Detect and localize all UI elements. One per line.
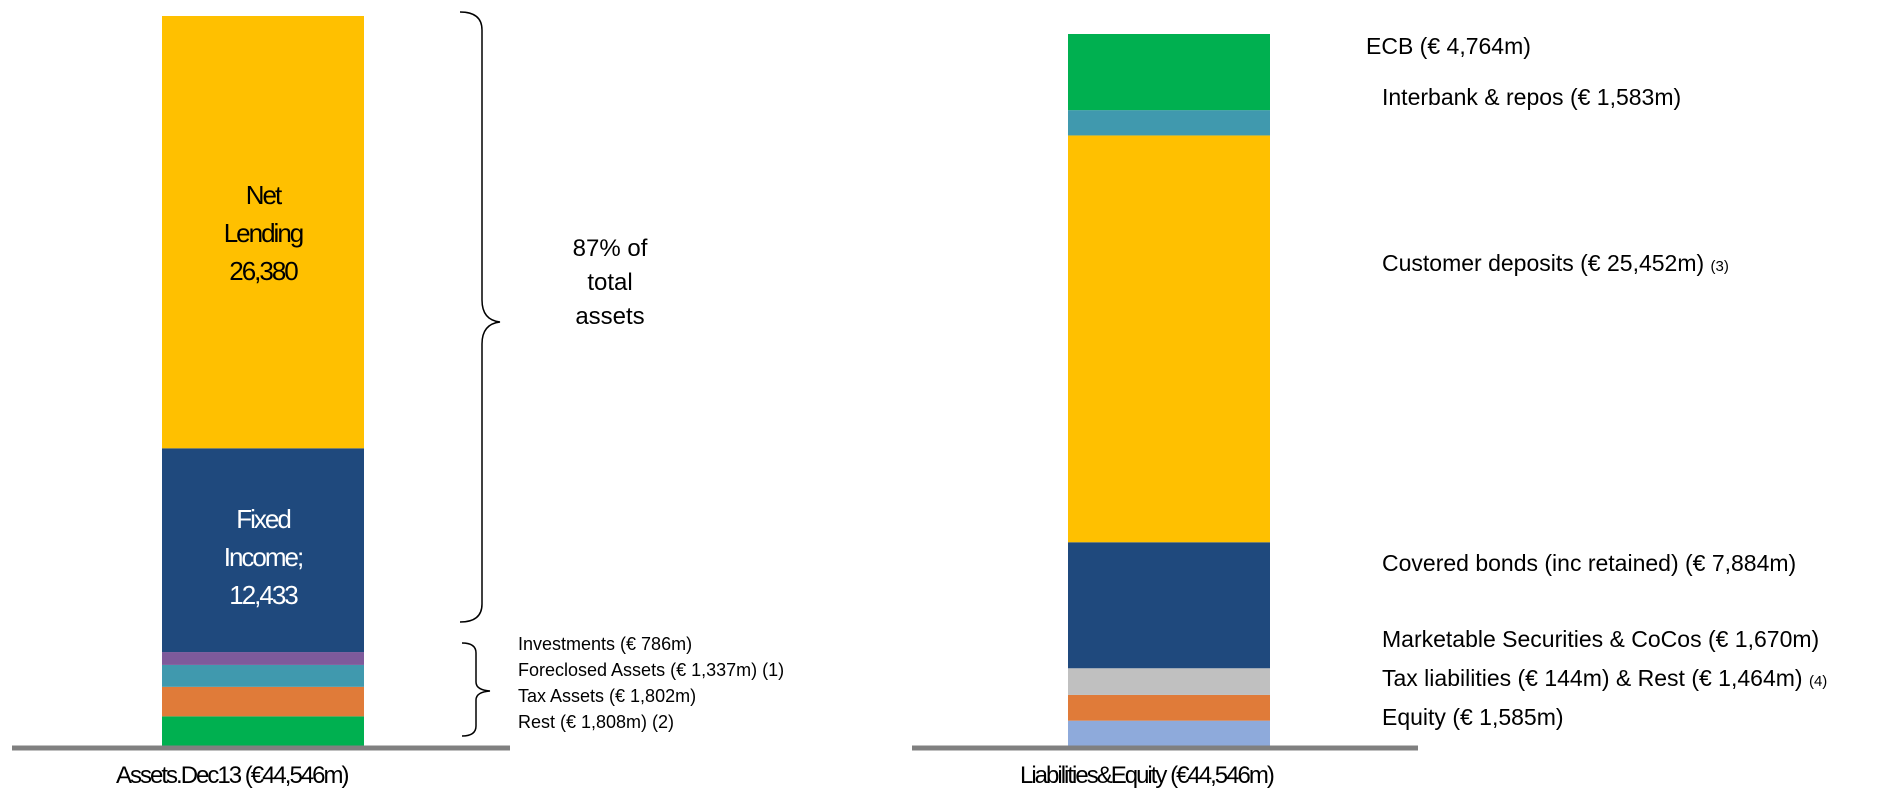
annotation-line-1: 87% of (572, 235, 648, 262)
marketable-securities-label: Marketable Securities & CoCos (€ 1,670m) (1382, 626, 1820, 652)
assets-category-label: Assets.Dec13 (€44,546m) (116, 762, 349, 789)
tax-liabilities-rest-text: Tax liabilities (€ 144m) & Rest (€ 1,464… (1382, 665, 1803, 691)
net-lending-line-1: Net (245, 180, 282, 210)
interbank-repos-label: Interbank & repos (€ 1,583m) (1382, 84, 1682, 110)
bar-segment-tax-assets (162, 686, 364, 717)
bar-segment-investments (162, 652, 364, 665)
tax-liabilities-rest-note: (4) (1808, 673, 1828, 690)
bar-segment-marketable-securities-cocos (1068, 668, 1270, 695)
fixed-income-line-2: Income; (223, 542, 305, 572)
liabilities-bar (1068, 34, 1270, 746)
covered-bonds-label: Covered bonds (inc retained) (€ 7,884m) (1382, 550, 1797, 576)
fixed-income-value: 12,433 (229, 580, 299, 610)
bar-segment-tax-liabilities-rest (1068, 694, 1270, 721)
net-lending-value: 26,380 (229, 256, 299, 286)
bar-segment-equity (1068, 720, 1270, 746)
bar-segment-covered-bonds (1068, 542, 1270, 669)
assets-share-annotation: 87% of total assets (550, 232, 670, 334)
foreclosed-assets-label: Foreclosed Assets (€ 1,337m) (1) (518, 660, 785, 680)
rest-label: Rest (€ 1,808m) (2) (518, 712, 675, 732)
customer-deposits-note: (3) (1710, 258, 1729, 275)
fixed-income-label: Fixed Income; 12,433 (162, 500, 364, 614)
customer-deposits-label: Customer deposits (€ 25,452m) (3) (1382, 250, 1729, 277)
bar-segment-interbank-repos (1068, 110, 1270, 136)
liabilities-category-label: Liabilities&Equity (€44,546m) (1020, 762, 1275, 789)
assets-bar (162, 16, 364, 746)
net-lending-line-2: Lending (223, 218, 305, 248)
small-assets-bracket (461, 642, 491, 737)
tax-liabilities-rest-label: Tax liabilities (€ 144m) & Rest (€ 1,464… (1382, 665, 1827, 692)
tax-assets-label: Tax Assets (€ 1,802m) (518, 686, 697, 706)
bar-segment-rest (162, 716, 364, 746)
annotation-line-2: total (587, 269, 633, 296)
bar-segment-net-lending (162, 16, 364, 449)
net-lending-fixed-income-bracket (459, 11, 501, 623)
bar-segment-customer-deposits (1068, 135, 1270, 543)
equity-label: Equity (€ 1,585m) (1382, 704, 1564, 730)
net-lending-label: Net Lending 26,380 (162, 176, 364, 290)
bar-segment-fixed-income (162, 448, 364, 653)
bar-segment-foreclosed-assets (162, 664, 364, 687)
ecb-label: ECB (€ 4,764m) (1366, 33, 1531, 59)
fixed-income-line-1: Fixed (236, 504, 292, 534)
bar-segment-ecb (1068, 34, 1270, 111)
investments-label: Investments (€ 786m) (518, 634, 693, 654)
annotation-line-3: assets (575, 303, 645, 330)
customer-deposits-text: Customer deposits (€ 25,452m) (1382, 250, 1705, 276)
